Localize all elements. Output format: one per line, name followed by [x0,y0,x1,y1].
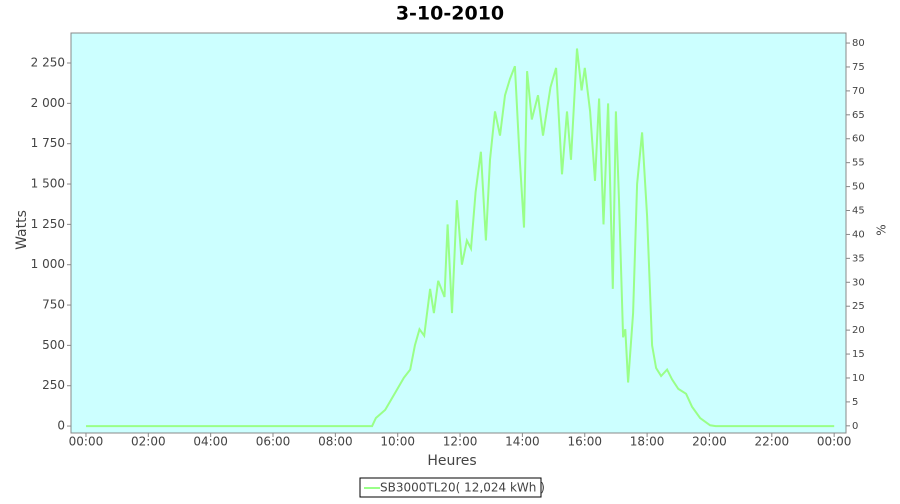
y2-tick-label: 80 [852,38,865,49]
y2-tick-label: 5 [852,397,858,408]
y2-tick-label: 50 [852,182,865,193]
series-line [86,48,835,428]
y-tick-label: 1 750 [31,136,65,150]
y2-tick-label: 75 [852,62,865,73]
x-tick-label: 00:00 [817,435,852,449]
x-tick-label: 04:00 [193,435,228,449]
y-tick-label: 2 000 [31,96,65,110]
y-tick-label: 500 [42,338,65,352]
y-tick-label: 0 [57,419,65,433]
y-tick-label: 1 500 [31,177,65,191]
x-tick-label: 08:00 [318,435,353,449]
x-tick-label: 06:00 [256,435,291,449]
legend-label: SB3000TL20( 12,024 kWh ) [380,481,545,495]
y-tick-label: 2 250 [31,56,65,70]
y2-tick-label: 40 [852,229,865,240]
x-tick-label: 00:00 [69,435,104,449]
x-tick-label: 16:00 [567,435,602,449]
y2-tick-label: 45 [852,206,865,217]
y-tick-label: 750 [42,298,65,312]
y2-tick-label: 65 [852,110,865,121]
y-tick-label: 1 000 [31,257,65,271]
y2-tick-label: 0 [852,421,858,432]
y2-tick-label: 15 [852,349,865,360]
y-axis-label: Watts [14,210,30,250]
y-tick-label: 1 250 [31,217,65,231]
x-tick-label: 02:00 [131,435,166,449]
x-tick-label: 18:00 [630,435,665,449]
x-tick-label: 20:00 [692,435,727,449]
y2-tick-label: 25 [852,301,865,312]
y2-tick-label: 55 [852,158,865,169]
y2-tick-label: 20 [852,325,865,336]
y2-tick-label: 70 [852,86,865,97]
x-tick-label: 10:00 [380,435,415,449]
x-tick-label: 22:00 [755,435,790,449]
y2-axis-label: % [875,224,889,235]
y2-tick-label: 10 [852,373,865,384]
y2-tick-label: 30 [852,277,865,288]
x-axis-label: Heures [427,453,476,469]
y2-tick-label: 35 [852,253,865,264]
y-tick-label: 250 [42,378,65,392]
chart-title: 3-10-2010 [396,3,504,25]
y2-tick-label: 60 [852,134,865,145]
x-tick-label: 12:00 [443,435,478,449]
legend-box [359,477,542,498]
x-tick-label: 14:00 [505,435,540,449]
